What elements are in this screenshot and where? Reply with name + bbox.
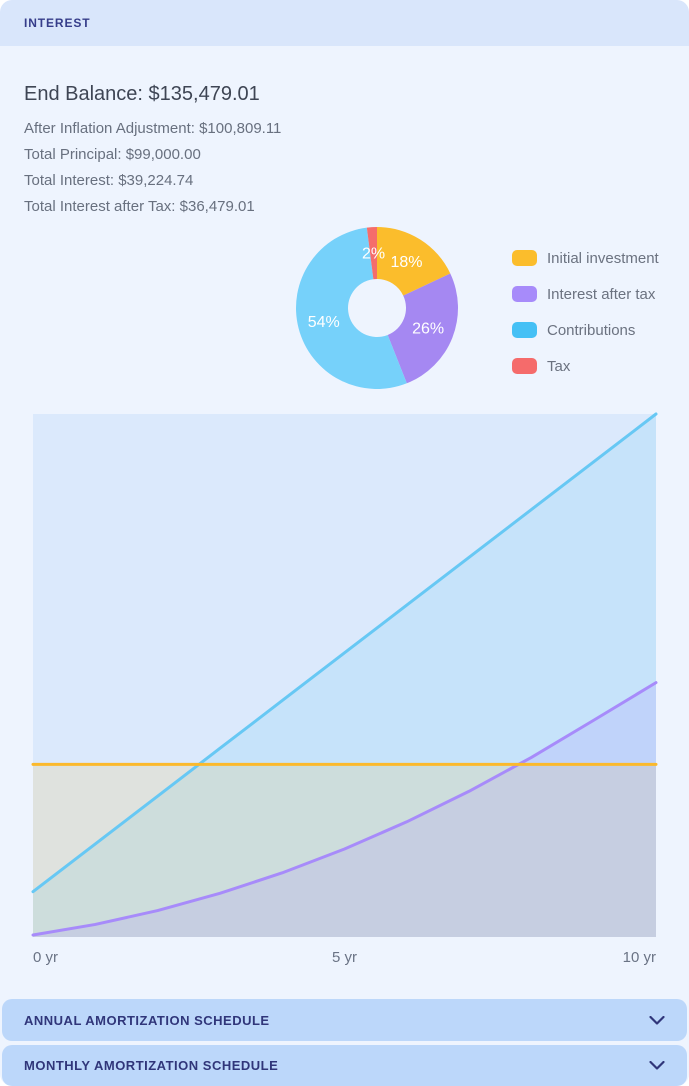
legend-label: Interest after tax: [547, 285, 656, 303]
legend-item-contributions[interactable]: Contributions: [512, 319, 659, 341]
x-axis-tick-0-yr: 0 yr: [33, 949, 58, 966]
total-principal-text: Total Principal: $99,000.00: [24, 146, 201, 163]
accordion-monthly-amortization-schedule[interactable]: MONTHLY AMORTIZATION SCHEDULE: [2, 1045, 687, 1086]
area-fill-interest-after-tax: [33, 682, 656, 937]
line-series-contributions[interactable]: [31, 412, 658, 894]
legend-swatch-tax: [512, 358, 537, 374]
legend-label: Tax: [547, 357, 571, 375]
pie-segment-tax[interactable]: [366, 227, 377, 280]
legend-label: Initial investment: [547, 249, 659, 267]
pie-segment-label-interest-after-tax: 26%: [412, 321, 444, 338]
x-axis-tick-5-yr: 5 yr: [332, 949, 357, 966]
pie-segment-interest-after-tax[interactable]: [387, 273, 458, 384]
legend-item-initial-investment[interactable]: Initial investment: [512, 247, 659, 269]
legend-item-interest-after-tax[interactable]: Interest after tax: [512, 283, 659, 305]
accordion-label: ANNUAL AMORTIZATION SCHEDULE: [24, 1012, 270, 1028]
results-summary: End Balance: $135,479.01 After Inflation…: [24, 83, 665, 225]
chevron-down-icon: [649, 1015, 665, 1025]
area-fill-contributions: [33, 414, 656, 937]
pie-segment-label-contributions: 54%: [308, 314, 340, 331]
pie-segment-label-tax: 2%: [362, 246, 385, 263]
pie-segment-label-initial-investment: 18%: [390, 254, 422, 271]
pie-segment-initial-investment[interactable]: [377, 227, 451, 296]
area-fill-initial-investment: [33, 764, 656, 937]
total-interest-text: Total Interest: $39,224.74: [24, 172, 194, 189]
legend-swatch-initial-investment: [512, 250, 537, 266]
accordion-label: MONTHLY AMORTIZATION SCHEDULE: [24, 1058, 279, 1073]
legend-item-tax[interactable]: Tax: [512, 355, 659, 377]
total-interest-after-tax-text: Total Interest after Tax: $36,479.01: [24, 198, 255, 215]
legend-swatch-interest-after-tax: [512, 286, 537, 302]
legend-label: Contributions: [547, 321, 636, 339]
accordion-annual-amortization-schedule[interactable]: ANNUAL AMORTIZATION SCHEDULE: [2, 999, 687, 1041]
balance-over-time-area-chart[interactable]: 0 yr 5 yr 10 yr: [0, 400, 689, 980]
chevron-down-icon: [649, 1061, 665, 1070]
section-header-interest[interactable]: INTEREST: [0, 0, 689, 46]
legend-swatch-contributions: [512, 322, 537, 338]
line-series-interest-after-tax[interactable]: [31, 681, 658, 937]
chart-legend: Initial investment Interest after tax Co…: [512, 247, 659, 391]
after-inflation-text: After Inflation Adjustment: $100,809.11: [24, 120, 282, 137]
donut-chart[interactable]: 18% 26% 54% 2%: [280, 220, 480, 400]
section-title: INTEREST: [24, 16, 91, 30]
pie-segment-contributions[interactable]: [296, 227, 407, 389]
end-balance-text: End Balance: $135,479.01: [24, 83, 260, 105]
x-axis-tick-10-yr: 10 yr: [623, 949, 656, 966]
